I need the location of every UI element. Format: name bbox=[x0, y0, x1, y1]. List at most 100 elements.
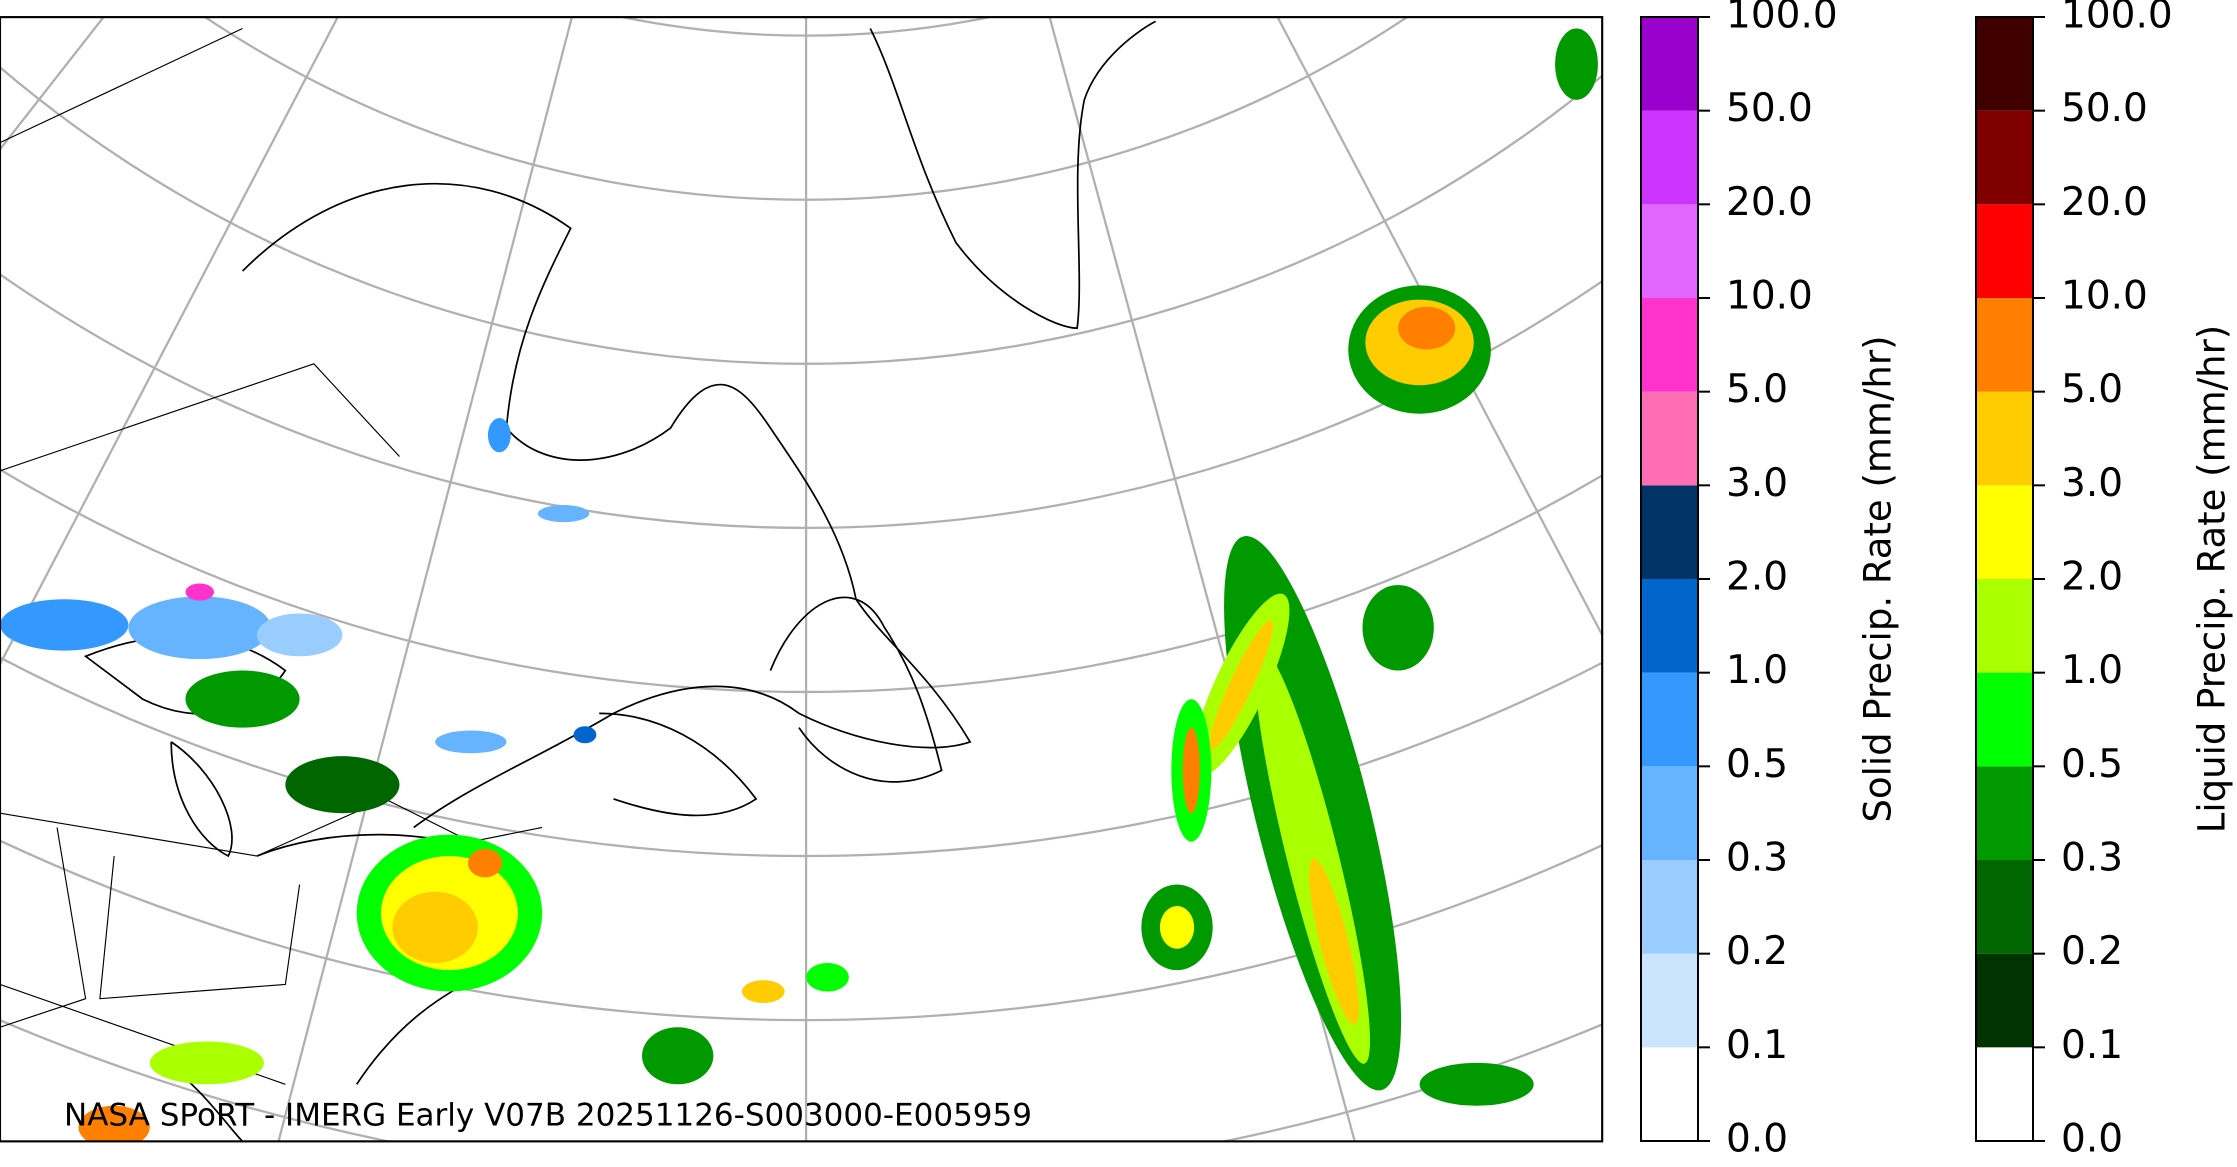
colorbar-tick-label: 50.0 bbox=[2061, 86, 2148, 131]
map-line bbox=[241, 182, 972, 829]
colorbar-segment bbox=[1641, 953, 1698, 1048]
map-line bbox=[0, 28, 243, 144]
precip-area bbox=[435, 730, 507, 754]
precip-area bbox=[1309, 858, 1359, 1025]
colorbar-tick-label: 0.1 bbox=[2061, 1023, 2123, 1068]
colorbar-tick-label: 0.5 bbox=[1726, 742, 1788, 787]
colorbar-segment bbox=[1641, 860, 1698, 954]
caption: NASA SPoRT - IMERG Early V07B 20251126-S… bbox=[64, 1098, 1032, 1134]
precip-area bbox=[149, 1041, 264, 1085]
precip-area bbox=[256, 613, 343, 657]
map-line bbox=[0, 363, 400, 472]
colorbar-tick-label: 0.2 bbox=[2061, 929, 2123, 974]
colorbar-segment bbox=[1641, 204, 1698, 298]
colorbar-tick-label: 0.3 bbox=[1726, 836, 1788, 881]
colorbar-tick-label: 0.2 bbox=[1726, 929, 1788, 974]
colorbar-segment bbox=[1976, 391, 2033, 486]
precipitation bbox=[0, 28, 1598, 1142]
colorbar-tick-label: 0.0 bbox=[1726, 1117, 1788, 1162]
colorbar-tick-label: 100.0 bbox=[1726, 0, 1838, 38]
precip-area bbox=[1182, 727, 1200, 814]
colorbar-segment bbox=[1976, 1047, 2033, 1141]
colorbar-segment bbox=[1976, 766, 2033, 860]
colorbar-tick-label: 1.0 bbox=[1726, 648, 1788, 693]
colorbar-tick-label: 2.0 bbox=[2061, 555, 2123, 600]
map-line bbox=[0, 827, 87, 1028]
colorbar-tick-label: 100.0 bbox=[2061, 0, 2173, 38]
map-line bbox=[170, 741, 233, 858]
precip-area bbox=[487, 418, 511, 453]
colorbar-segment bbox=[1976, 110, 2033, 205]
colorbar-tick-label: 10.0 bbox=[1726, 274, 1813, 319]
precip-area bbox=[1555, 28, 1598, 100]
colorbar-segment bbox=[1976, 860, 2033, 954]
colorbar-segment bbox=[1976, 579, 2033, 673]
colorbar-segment bbox=[1641, 391, 1698, 486]
colorbar-segment bbox=[1976, 953, 2033, 1048]
colorbar-tick-label: 20.0 bbox=[2061, 180, 2148, 225]
colorbar-tick-label: 1.0 bbox=[2061, 648, 2123, 693]
precip-area bbox=[1398, 306, 1456, 350]
colorbar-segment bbox=[1641, 485, 1698, 579]
precip-area bbox=[1209, 619, 1274, 750]
precip-area bbox=[78, 1105, 150, 1142]
colorbar-tick-label: 10.0 bbox=[2061, 274, 2148, 319]
colorbar-segment bbox=[1976, 204, 2033, 298]
colorbar-tick-label: 5.0 bbox=[2061, 367, 2123, 412]
precip-area bbox=[573, 726, 597, 744]
map-line bbox=[599, 712, 758, 817]
graticule-line bbox=[277, 17, 574, 1142]
precip-area bbox=[806, 963, 849, 992]
precip-area bbox=[467, 848, 503, 878]
precip-area bbox=[185, 583, 215, 601]
colorbar-segment bbox=[1976, 17, 2033, 111]
precip-area bbox=[1159, 905, 1195, 949]
colorbar-segment bbox=[1641, 110, 1698, 205]
map-frame bbox=[0, 16, 1604, 1143]
colorbar-segment bbox=[1641, 17, 1698, 111]
colorbar-segment bbox=[1641, 672, 1698, 767]
precip-area bbox=[392, 891, 478, 964]
map-line bbox=[256, 798, 543, 857]
colorbar-segment bbox=[1976, 298, 2033, 392]
colorbar-tick-label: 3.0 bbox=[2061, 461, 2123, 506]
precip-area bbox=[185, 670, 300, 728]
precip-area bbox=[537, 505, 590, 523]
colorbar-tick-label: 0.1 bbox=[1726, 1023, 1788, 1068]
colorbar-tick-label: 50.0 bbox=[1726, 86, 1813, 131]
colorbar-segment bbox=[1976, 672, 2033, 767]
map-line bbox=[99, 855, 301, 1000]
graticule-line bbox=[0, 17, 105, 152]
colorbar-label: Solid Precip. Rate (mm/hr) bbox=[1857, 335, 1900, 822]
colorbar-segment bbox=[1641, 766, 1698, 860]
colorbar-tick-label: 20.0 bbox=[1726, 180, 1813, 225]
colorbar-tick-label: 3.0 bbox=[1726, 461, 1788, 506]
map-line bbox=[0, 812, 257, 857]
borders bbox=[0, 28, 543, 1085]
colorbar-tick-label: 0.5 bbox=[2061, 742, 2123, 787]
precip-area bbox=[0, 599, 129, 651]
colorbar-tick-label: 0.0 bbox=[2061, 1117, 2123, 1162]
colorbar-segment bbox=[1641, 298, 1698, 392]
graticule-line bbox=[0, 17, 340, 667]
colorbar-segment bbox=[1641, 579, 1698, 673]
precip-area bbox=[1419, 1062, 1534, 1106]
graticule-line bbox=[1276, 17, 1603, 638]
colorbar-segment bbox=[1641, 1047, 1698, 1141]
colorbar-tick-label: 2.0 bbox=[1726, 555, 1788, 600]
precip-area bbox=[1362, 584, 1434, 671]
map-line bbox=[869, 20, 1157, 329]
map-line bbox=[769, 596, 943, 783]
precip-area bbox=[642, 1027, 714, 1085]
precip-area bbox=[128, 596, 272, 660]
colorbar-label: Liquid Precip. Rate (mm/hr) bbox=[2191, 325, 2234, 834]
colorbar-segment bbox=[1976, 485, 2033, 579]
colorbar-tick-label: 5.0 bbox=[1726, 367, 1788, 412]
colorbar-tick-label: 0.3 bbox=[2061, 836, 2123, 881]
precip-area bbox=[285, 756, 400, 814]
